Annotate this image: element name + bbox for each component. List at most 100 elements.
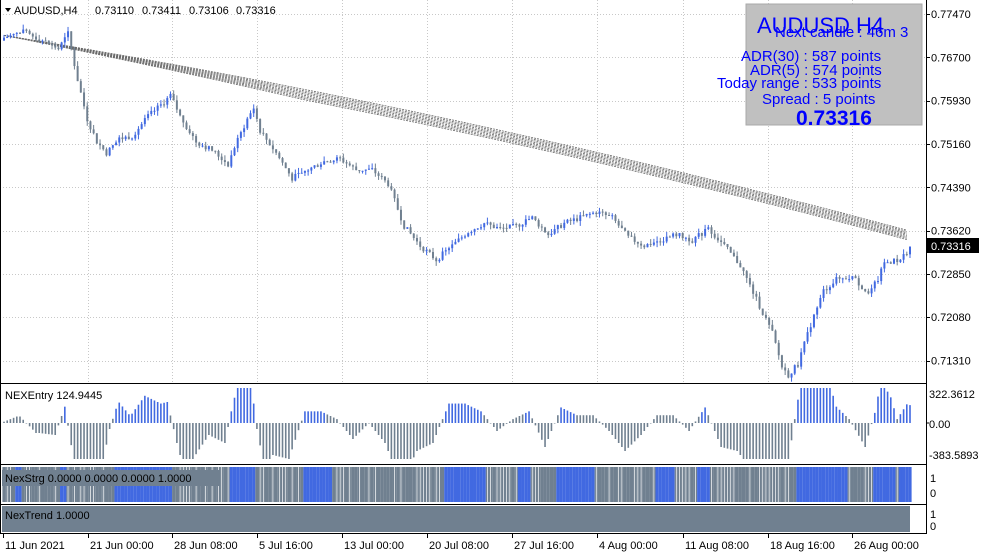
nexentry-bar xyxy=(3,421,5,423)
nexentry-bar xyxy=(99,423,101,459)
candle-body xyxy=(163,104,166,106)
nexstrg-bar xyxy=(892,467,896,502)
nexstrg-bar xyxy=(223,467,227,502)
nexstrg-bar xyxy=(796,467,800,502)
nexstrg-bar xyxy=(585,467,589,502)
candle-body xyxy=(380,175,383,177)
candle-body xyxy=(854,276,857,279)
nexstrg-bar xyxy=(274,467,278,502)
nexstrg-bar xyxy=(386,467,390,502)
nexentry-bar xyxy=(22,419,25,423)
candle-body xyxy=(841,278,844,280)
nexentry-bar xyxy=(550,423,553,431)
nexentry-bar xyxy=(262,423,265,459)
nexentry-bar xyxy=(339,423,341,424)
nexentry-bar xyxy=(646,423,649,427)
nextrend-level-1: 1 xyxy=(930,509,936,521)
nexentry-bar xyxy=(848,419,850,423)
nexentry-bar xyxy=(281,423,284,458)
price-candles[interactable] xyxy=(3,24,911,382)
candle-body xyxy=(726,244,729,247)
nexentry-bar xyxy=(717,423,719,439)
nexentry-bar xyxy=(512,419,514,423)
nexentry-bar xyxy=(873,412,876,423)
nexentry-bar xyxy=(240,388,242,423)
nexentry-bar xyxy=(758,423,761,459)
price-axis[interactable]: 0.77470 0.76700 0.75930 0.75160 0.74390 0.736… xyxy=(926,9,971,368)
nexentry-bar xyxy=(825,388,828,423)
time-tick-label: 5 Jul 16:00 xyxy=(259,540,313,552)
candle-body xyxy=(271,145,274,150)
nexentry-bar xyxy=(265,423,268,459)
candle-body xyxy=(134,134,137,139)
candle-body xyxy=(556,225,559,230)
time-axis[interactable]: 11 Jun 2021 21 Jun 00:00 28 Jun 08:00 5 Jul… xyxy=(3,534,919,552)
nexstrg-bar xyxy=(751,467,755,502)
candle-body xyxy=(195,136,198,143)
nexstrg-bar xyxy=(232,467,237,502)
candle-body xyxy=(115,142,118,146)
nexstrg-bar xyxy=(889,467,893,502)
candle-body xyxy=(255,108,258,120)
nexentry-bar xyxy=(800,388,802,423)
nexentry-bar xyxy=(726,423,729,449)
nexentry-bar xyxy=(208,423,210,435)
nexentry-bar xyxy=(83,423,85,459)
nexentry-bar xyxy=(467,405,470,423)
nexstrg-bar xyxy=(578,467,582,502)
nexstrg-bar xyxy=(601,467,605,502)
nexstrg-bar xyxy=(562,467,566,502)
candle-body xyxy=(351,165,354,167)
candle-body xyxy=(403,220,406,229)
nexentry-bar xyxy=(816,388,818,423)
candle-body xyxy=(790,373,793,378)
candle-body xyxy=(147,114,150,119)
candle-body xyxy=(118,137,121,143)
candle-body xyxy=(512,223,515,225)
nexentry-bar xyxy=(409,423,412,459)
nexentry-bar xyxy=(678,421,681,423)
nexentry-bar xyxy=(841,412,844,423)
nexentry-bar xyxy=(851,423,854,425)
price-tick-label: 0.75160 xyxy=(931,139,971,151)
nexentry-bar xyxy=(134,409,137,423)
nexstrg-bar xyxy=(860,467,864,502)
candle-body xyxy=(233,148,236,156)
candle-body xyxy=(127,136,130,140)
candle-body xyxy=(825,289,828,291)
nexstrg-label: NexStrg 0.0000 0.0000 0.0000 1.0000 xyxy=(5,473,192,485)
candle-body xyxy=(816,307,819,315)
nexentry-bar xyxy=(425,423,428,447)
chart-header: AUDUSD,H4 0.73110 0.73411 0.73106 0.7331… xyxy=(5,5,276,17)
nexentry-bar xyxy=(729,423,732,450)
candle-body xyxy=(748,277,751,285)
candle-body xyxy=(124,136,127,140)
nexstrg-bar xyxy=(229,467,233,502)
nexentry-bar xyxy=(432,423,434,443)
candle-body xyxy=(140,124,143,129)
nexentry-bar xyxy=(73,423,76,459)
nexentry-bar xyxy=(278,423,281,457)
nexentry-bar xyxy=(384,423,386,443)
candle-body xyxy=(262,132,265,134)
ma-line xyxy=(3,35,907,235)
candle-body xyxy=(300,172,303,174)
candle-body xyxy=(793,365,796,374)
candle-body xyxy=(454,241,457,245)
candle-body xyxy=(681,233,684,239)
nexstrg-bar xyxy=(815,467,819,502)
candle-body xyxy=(496,226,499,229)
candle-body xyxy=(102,145,105,150)
nexstrg-bar xyxy=(569,467,573,502)
candle-body xyxy=(159,104,162,106)
nexentry-bar xyxy=(422,423,425,448)
nexstrg-bar xyxy=(303,467,307,502)
chart-menu-triangle-icon[interactable] xyxy=(5,8,11,12)
nexstrg-bar xyxy=(405,467,409,502)
candle-body xyxy=(214,150,217,152)
candle-body xyxy=(316,165,319,167)
nexentry-bar xyxy=(348,423,351,435)
candle-body xyxy=(771,324,774,331)
candle-body xyxy=(697,233,700,237)
